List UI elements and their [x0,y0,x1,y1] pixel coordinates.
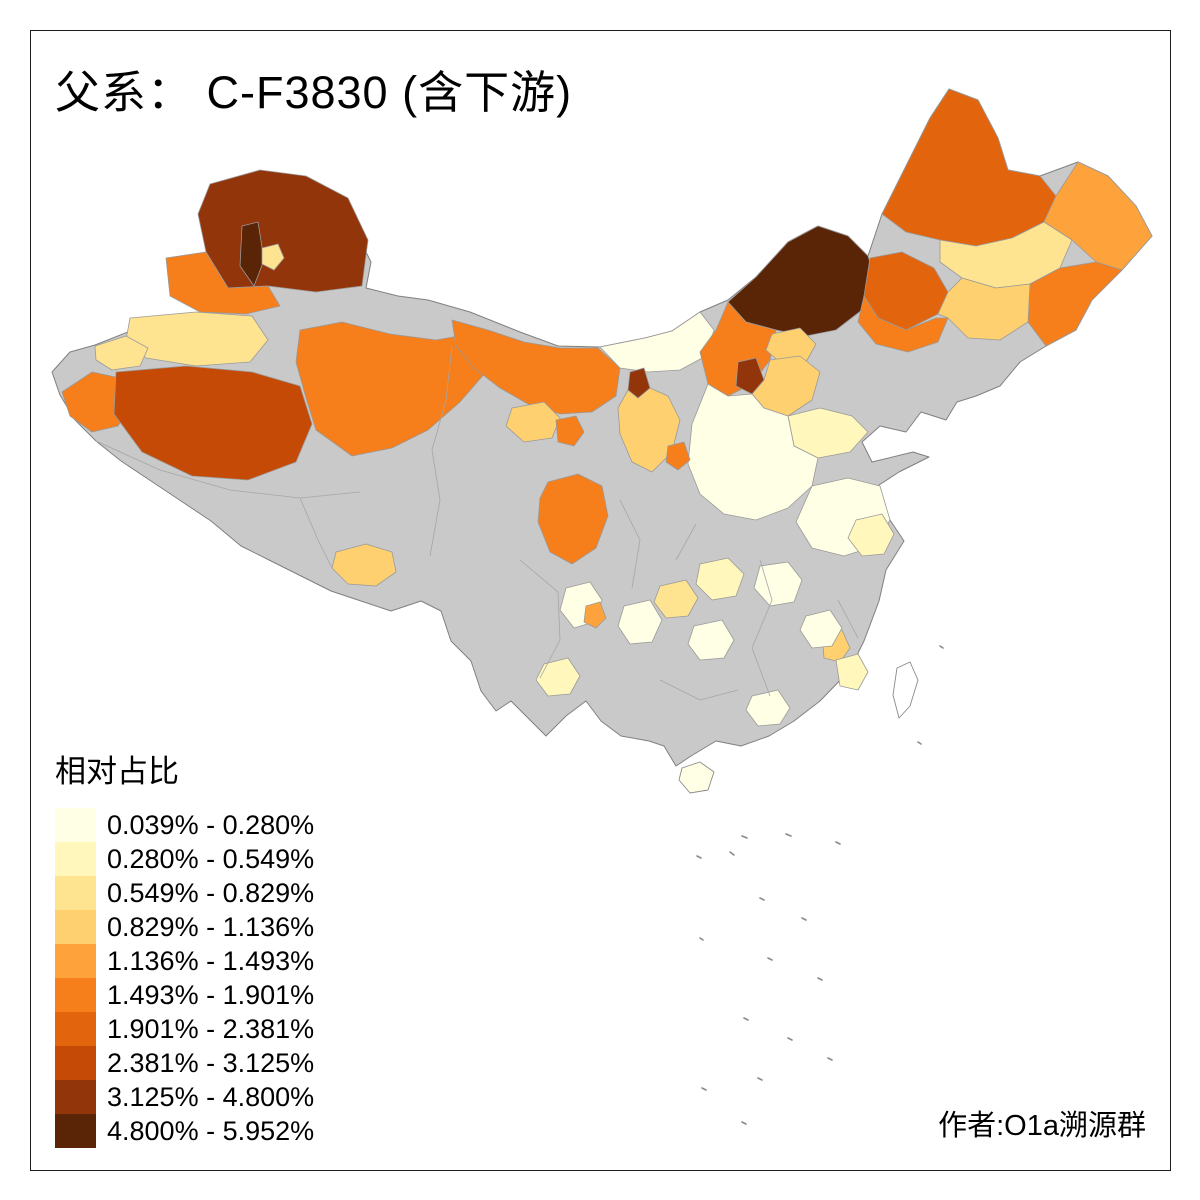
region-west-sichuan [537,473,609,565]
legend-swatch [55,978,96,1012]
islet-speck [785,833,792,837]
map-title: 父系： C-F3830 (含下游) [55,67,573,118]
islet-speck [757,1077,763,1081]
islet-speck [743,1017,749,1021]
region-tongliao [857,295,949,353]
legend-item: 0.829% - 1.136% [55,910,314,944]
province-borders [95,345,859,701]
south-china-sea-islets [696,645,944,1125]
legend-swatch [55,876,96,910]
region-guangxi-pale [687,619,735,661]
province-border-line [429,345,453,557]
islet-speck [801,917,807,921]
author-credit: 作者:O1a溯源群 [938,1110,1146,1142]
legend-item: 0.280% - 0.549% [55,842,314,876]
legend-label: 3.125% - 4.800% [107,1081,315,1112]
province-border-line [519,559,561,679]
province-border-line [619,499,641,589]
islet-speck [729,851,735,856]
region-jiangxi-pale [799,609,843,649]
legend-label: 0.280% - 0.549% [107,843,315,874]
legend-item: 0.039% - 0.280% [55,808,314,842]
legend-swatch [55,1012,96,1046]
legend-label: 0.039% - 0.280% [107,809,315,840]
province-border-line [95,440,361,499]
legend-swatch [55,1046,96,1080]
legend-label: 1.901% - 2.381% [107,1013,315,1044]
legend-swatch [55,842,96,876]
region-guyuan [665,441,691,471]
province-border-line [659,679,739,701]
region-south-patch-3 [695,557,745,601]
region-south-patch-4 [753,561,803,607]
region-hexi-band [451,319,621,415]
islet-speck [827,1057,833,1061]
province-border-line [299,497,333,569]
region-altay-dark [197,169,369,293]
region-hohhot-dark [627,367,651,399]
legend-item: 1.901% - 2.381% [55,1012,314,1046]
legend-label: 4.800% - 5.952% [107,1115,315,1146]
islet-speck [939,645,944,649]
islet-speck [917,741,922,745]
legend-item: 0.549% - 0.829% [55,876,314,910]
legend-label: 2.381% - 3.125% [107,1047,315,1078]
legend-swatch [55,1080,96,1114]
legend-label: 0.829% - 1.136% [107,911,315,942]
region-heilongjiang [881,88,1057,247]
legend-title: 相对占比 [55,754,179,789]
region-beijing-dark [735,357,765,395]
province-border-line [675,523,697,561]
region-east-xinjiang [295,321,501,457]
region-guangdong-pale [745,689,791,727]
islet-speck [741,835,748,839]
region-south-patch-2 [617,599,663,645]
islet-speck [701,1087,707,1091]
islet-speck [696,855,702,859]
legend: 相对占比 0.039% - 0.280% 0.280% - 0.549% 0.5… [55,746,314,1148]
region-guizhou-patch [653,579,699,619]
legend-swatch [55,1114,96,1148]
legend-item: 3.125% - 4.800% [55,1080,314,1114]
region-yunnan-pale [535,657,581,697]
region-central-xinjiang-pale [125,311,269,367]
legend-item: 2.381% - 3.125% [55,1046,314,1080]
region-liaoning [937,277,1031,341]
region-south-orange-spot [583,601,607,629]
region-zhejiang-pale [847,513,895,557]
legend-swatch [55,808,96,842]
islet-speck [835,841,841,845]
islet-speck [787,1037,793,1041]
province-border-line [751,559,773,697]
islet-speck [759,897,765,901]
legend-swatch [55,910,96,944]
region-fujian-pale [835,653,869,691]
region-qinghai-east [505,401,561,443]
legend-label: 1.136% - 1.493% [107,945,315,976]
legend-item: 4.800% - 5.952% [55,1114,314,1148]
islet-speck [741,1121,747,1125]
region-altay-darkest-strip [239,221,265,287]
region-south-xinjiang-dark [113,365,313,481]
legend-item: 1.493% - 1.901% [55,978,314,1012]
region-altay-inner-light [261,243,285,271]
map-regions [61,88,1153,727]
islet-speck [699,937,704,941]
legend-item: 1.136% - 1.493% [55,944,314,978]
legend-swatch [55,944,96,978]
plot-frame [30,30,1171,1171]
region-taiwan [892,661,919,719]
islands [678,661,919,794]
region-hainan [678,761,715,794]
province-border-line [837,599,859,639]
legend-label: 1.493% - 1.901% [107,979,315,1010]
region-kashgar-north-pale [94,335,149,371]
region-tibet-patch [331,543,397,587]
islet-speck [767,957,773,961]
legend-label: 0.549% - 0.829% [107,877,315,908]
region-xining [555,415,585,447]
islet-speck [817,977,823,981]
region-ili [165,251,281,315]
